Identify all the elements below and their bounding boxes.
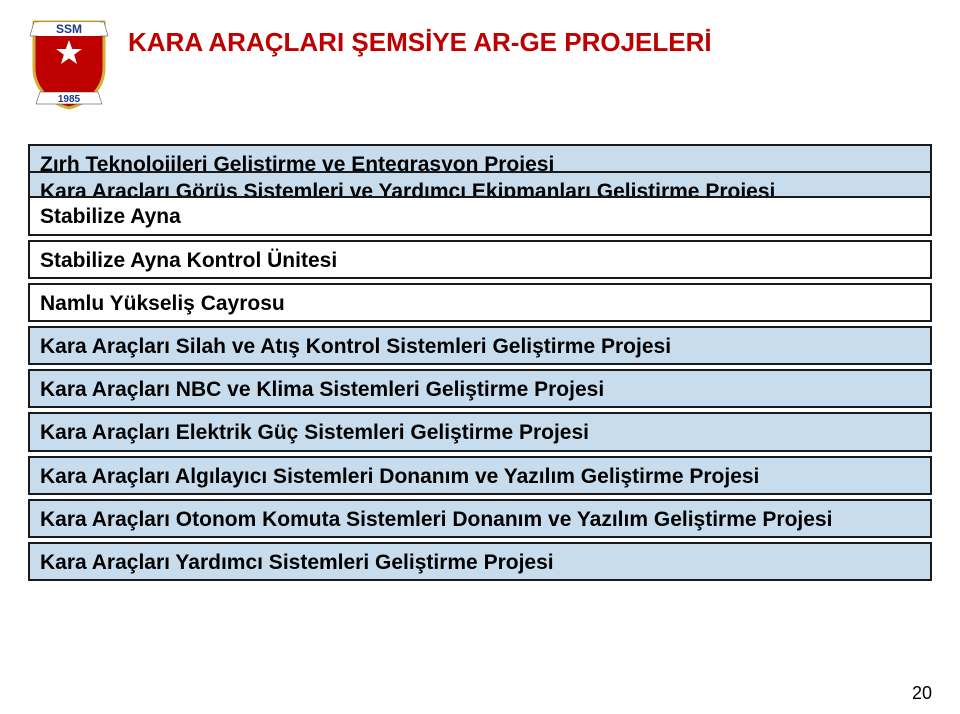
ssm-logo: SSM 1985 [28,18,110,110]
list-item: Kara Araçları Elektrik Güç Sistemleri Ge… [28,412,932,451]
logo-year: 1985 [58,94,81,105]
list-item: Kara Araçları NBC ve Klima Sistemleri Ge… [28,369,932,408]
slide: SSM 1985 KARA ARAÇLARI ŞEMSİYE AR-GE PRO… [0,0,960,714]
project-list: Zırh Teknolojileri Geliştirme ve Entegra… [28,144,932,581]
list-item: Kara Araçları Yardımcı Sistemleri Gelişt… [28,542,932,581]
list-item: Stabilize Ayna [28,196,932,235]
header: SSM 1985 KARA ARAÇLARI ŞEMSİYE AR-GE PRO… [28,18,932,110]
page-number: 20 [912,683,932,704]
logo-top-text: SSM [56,22,82,36]
list-item: Kara Araçları Silah ve Atış Kontrol Sist… [28,326,932,365]
list-item: Stabilize Ayna Kontrol Ünitesi [28,240,932,279]
list-item: Kara Araçları Otonom Komuta Sistemleri D… [28,499,932,538]
list-item: Kara Araçları Algılayıcı Sistemleri Dona… [28,456,932,495]
shield-icon: SSM 1985 [28,18,110,110]
page-title: KARA ARAÇLARI ŞEMSİYE AR-GE PROJELERİ [128,18,712,59]
list-item: Namlu Yükseliş Cayrosu [28,283,932,322]
